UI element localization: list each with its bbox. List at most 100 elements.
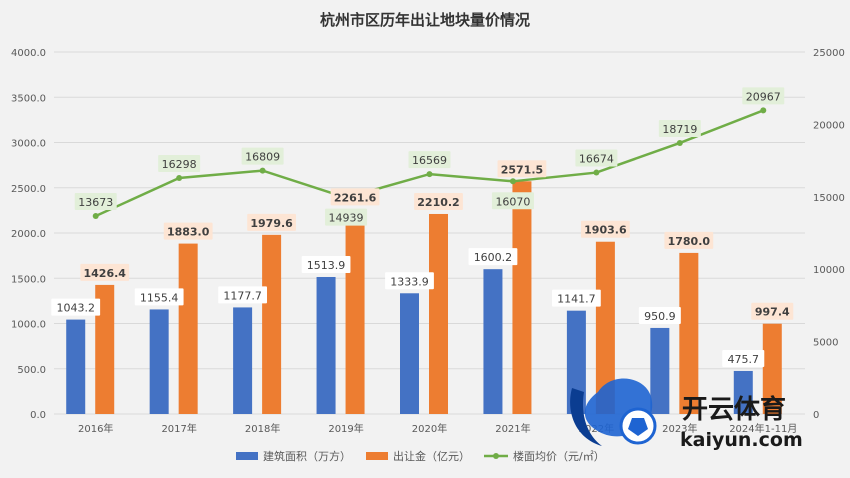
price-data-label-bg xyxy=(575,149,618,167)
area-data-label: 1177.7 xyxy=(223,289,262,302)
bar-area xyxy=(566,310,586,414)
left-axis-tick-label: 500.0 xyxy=(17,365,46,376)
money-data-label-bg xyxy=(414,192,463,210)
price-data-label: 20967 xyxy=(746,90,781,103)
price-data-label-group: 13673 xyxy=(74,193,117,211)
money-data-label-group: 2261.6 xyxy=(330,188,380,206)
money-data-label-bg xyxy=(580,220,630,238)
soccer-ball-patch xyxy=(628,418,648,436)
price-data-label-group: 16298 xyxy=(158,155,201,173)
money-data-label-group: 997.4 xyxy=(751,302,794,320)
money-data-label: 2571.5 xyxy=(501,163,543,176)
bar-money xyxy=(345,209,365,414)
money-data-label: 2261.6 xyxy=(334,191,377,204)
watermark-domain: kaiyun.com xyxy=(680,429,803,451)
price-data-label-bg xyxy=(408,151,451,169)
price-data-label-group: 16674 xyxy=(575,149,618,167)
money-data-label-bg xyxy=(80,263,130,281)
area-data-label-bg xyxy=(218,286,268,304)
area-data-label-group: 950.9 xyxy=(638,306,681,324)
area-data-label: 950.9 xyxy=(644,310,676,323)
money-data-label-bg xyxy=(664,231,714,249)
price-data-label: 13673 xyxy=(78,196,113,209)
bar-money xyxy=(262,234,282,414)
right-axis-tick-label: 25000 xyxy=(813,48,845,59)
area-data-label-group: 1333.9 xyxy=(385,272,434,290)
bar-area xyxy=(483,269,503,414)
price-data-label: 16674 xyxy=(579,153,614,166)
bar-area xyxy=(316,276,336,414)
money-data-label-bg xyxy=(163,222,213,240)
money-data-label-group: 2571.5 xyxy=(497,160,547,178)
money-data-label: 1903.6 xyxy=(584,224,627,237)
price-data-label-group: 14939 xyxy=(325,208,368,226)
money-data-label-bg xyxy=(330,188,380,206)
legend-line-marker xyxy=(493,453,499,459)
bar-money xyxy=(178,243,198,414)
area-data-label: 1155.4 xyxy=(140,291,179,304)
money-data-label: 1979.6 xyxy=(250,217,293,230)
area-data-label-bg xyxy=(722,349,765,367)
price-line-point xyxy=(426,171,433,178)
area-data-label-group: 1155.4 xyxy=(134,288,184,306)
money-data-label: 2210.2 xyxy=(417,196,459,209)
area-data-label-group: 1513.9 xyxy=(301,255,351,273)
price-line-point xyxy=(760,107,767,114)
price-data-label-group: 16070 xyxy=(491,192,534,210)
bar-money xyxy=(95,284,115,414)
area-data-label-group: 1600.2 xyxy=(468,248,518,266)
price-data-label: 16569 xyxy=(412,154,447,167)
area-data-label: 1333.9 xyxy=(390,275,429,288)
price-data-label-bg xyxy=(325,208,368,226)
price-data-label-bg xyxy=(491,192,534,210)
left-axis-tick-label: 2000.0 xyxy=(11,229,46,240)
area-data-label: 1141.7 xyxy=(557,293,596,306)
money-data-label-bg xyxy=(247,213,297,231)
price-data-label-group: 16569 xyxy=(408,151,451,169)
price-data-label: 16070 xyxy=(495,195,530,208)
area-data-label-bg xyxy=(468,248,518,266)
price-data-label-bg xyxy=(241,147,284,165)
legend: 建筑面积（万方） 出让金（亿元） 楼面均价（元/㎡） xyxy=(236,449,605,463)
money-data-label-bg xyxy=(751,302,794,320)
area-data-label-bg xyxy=(51,298,101,316)
x-axis-tick-label: 2018年 xyxy=(245,422,280,435)
bar-series xyxy=(66,181,782,414)
money-data-label-group: 2210.2 xyxy=(414,192,463,210)
area-data-label-group: 1043.2 xyxy=(51,298,101,316)
area-data-label: 1600.2 xyxy=(474,251,513,264)
price-data-label: 16298 xyxy=(162,158,197,171)
left-axis-tick-label: 0.0 xyxy=(30,410,46,421)
price-data-label-bg xyxy=(158,155,201,173)
area-data-label-bg xyxy=(385,272,434,290)
price-line-point xyxy=(593,169,600,176)
left-axis-ticks: 0.0 500.0 1000.0 1500.0 2000.0 2500.0 3000.0 35… xyxy=(11,48,46,421)
bar-area xyxy=(233,307,253,414)
price-data-label: 18719 xyxy=(662,123,697,136)
left-axis-tick-label: 1500.0 xyxy=(11,274,46,285)
price-line-point xyxy=(509,178,516,185)
left-axis-tick-label: 4000.0 xyxy=(11,48,46,59)
area-data-label-bg xyxy=(638,306,681,324)
left-axis-tick-label: 1000.0 xyxy=(11,320,46,331)
area-data-label-bg xyxy=(134,288,184,306)
x-axis-tick-label: 2024年1-11月 xyxy=(729,422,797,435)
bar-area xyxy=(650,327,670,414)
area-data-label: 1043.2 xyxy=(56,302,95,315)
price-line-point xyxy=(176,175,183,182)
legend-label: 出让金（亿元） xyxy=(393,449,470,463)
legend-swatch xyxy=(236,452,258,460)
x-axis-tick-label: 2023年 xyxy=(662,422,697,435)
price-data-label: 14939 xyxy=(329,212,364,225)
price-line-point xyxy=(259,167,266,174)
x-axis-tick-label: 2021年 xyxy=(495,422,530,435)
price-line-point xyxy=(92,213,99,220)
price-data-label-bg xyxy=(742,87,785,105)
line-series xyxy=(92,107,767,220)
money-data-label-bg xyxy=(497,160,547,178)
bar-money xyxy=(512,181,532,414)
x-axis-tick-label: 2020年 xyxy=(412,422,447,435)
bar-area xyxy=(149,309,169,414)
